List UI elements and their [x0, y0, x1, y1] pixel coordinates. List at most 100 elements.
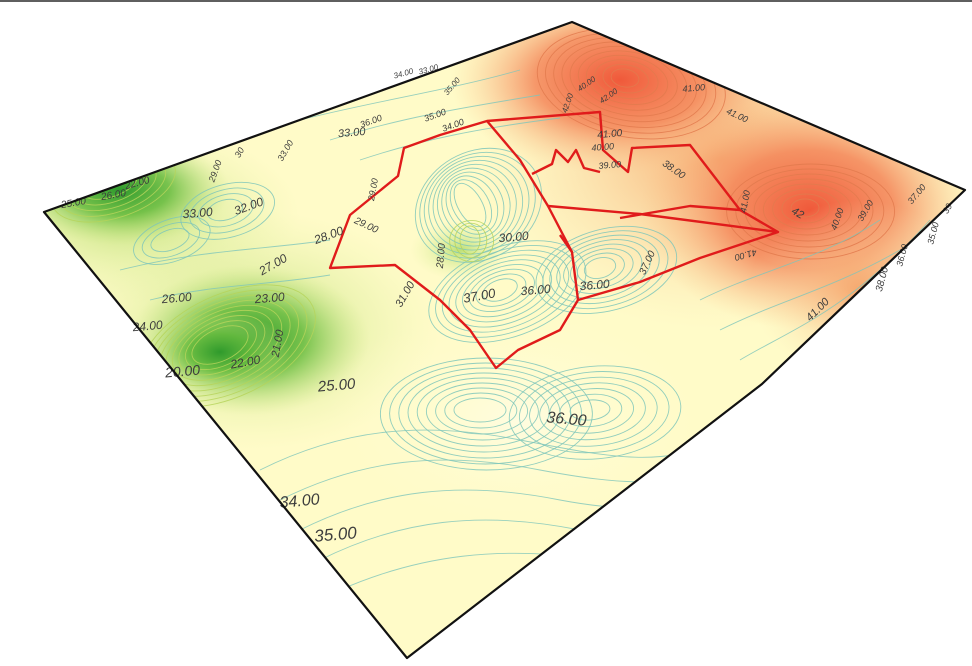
contour-line [518, 371, 670, 454]
contour-line [432, 163, 517, 247]
contour-line [735, 168, 885, 254]
contour-line [559, 393, 623, 428]
contour-label: 35.00 [314, 523, 359, 546]
contour-line [482, 278, 518, 302]
boundary-divider-2 [531, 148, 601, 176]
contour-line [459, 225, 481, 255]
contour-line [508, 365, 682, 460]
contour-line [539, 382, 646, 441]
top-border-line [0, 0, 972, 2]
contour-label: 34.00 [393, 67, 415, 81]
contour-line [425, 382, 539, 441]
contour-line [556, 239, 651, 299]
contour-label: 30.00 [498, 229, 529, 246]
contour-line [772, 188, 842, 230]
contour-label: 22.00 [228, 353, 261, 372]
contour-line [416, 377, 550, 447]
contour-label: 36.00 [579, 277, 610, 294]
boundary-outline [328, 110, 780, 370]
contour-line [453, 397, 507, 423]
contour-line [178, 315, 266, 376]
contour-line [790, 198, 820, 218]
contour-line [389, 362, 583, 465]
contour-line [549, 234, 660, 304]
contour-label: 25.00 [316, 375, 357, 395]
contour-line [454, 222, 488, 259]
contour-line [577, 50, 678, 111]
contour-label: 21.00 [270, 328, 287, 359]
contour-label: 20.00 [163, 362, 201, 381]
contour-line [437, 167, 511, 243]
contour-line [171, 309, 274, 381]
contour-line [542, 230, 669, 309]
survey-boundary [328, 110, 780, 370]
boundary-divider-4 [619, 204, 741, 220]
contour-line [441, 249, 570, 333]
contour-label: 40.00 [591, 141, 614, 153]
contour-label: 42 [789, 205, 806, 222]
contour-line [150, 227, 190, 253]
contour-line [441, 171, 505, 239]
contour-line [529, 376, 658, 447]
contour-label: 33.00 [338, 126, 367, 140]
contour-line [444, 392, 518, 429]
contour-line [699, 219, 881, 301]
contour-label: 41.00 [597, 128, 623, 141]
contour-line [329, 94, 541, 141]
contour-label: 28.00 [435, 242, 448, 269]
contour-line [184, 320, 257, 371]
contour-line [468, 268, 535, 312]
contour-line [549, 388, 635, 434]
contour-line [569, 399, 611, 421]
contour-line [570, 248, 634, 289]
contour-line [423, 155, 530, 255]
contour-line [191, 325, 249, 365]
contour-line [762, 183, 852, 236]
contour-line [435, 244, 578, 338]
contour-label: 36.00 [546, 409, 587, 429]
contour-line [744, 173, 874, 248]
contour-line [449, 219, 495, 263]
color-shading [44, 22, 965, 540]
contour-label: 26.00 [99, 188, 127, 203]
contour-line [726, 163, 896, 260]
contour-line [610, 68, 640, 88]
contour-label: 41.00 [738, 190, 752, 214]
contour-line [133, 215, 211, 265]
contour-line [449, 179, 493, 231]
contour-label: 41.00 [682, 82, 705, 94]
contour-line [753, 178, 863, 242]
contour-line [583, 257, 617, 279]
contour-label: 34.00 [279, 491, 320, 511]
contour-line [594, 59, 659, 100]
contour-label: 37.00 [462, 285, 497, 306]
contour-line [379, 357, 593, 471]
contour-line [189, 187, 265, 234]
contour-line [206, 198, 244, 222]
contour-label: 39 [941, 202, 955, 216]
contour-line [180, 181, 276, 240]
contour-label: 39.00 [598, 159, 621, 171]
contour-line [475, 273, 527, 307]
contour-lines [51, 27, 931, 591]
contour-line [149, 274, 331, 301]
contour-line [453, 182, 487, 228]
contour-line [719, 249, 901, 331]
contour-line [535, 225, 678, 314]
contour-line [781, 193, 831, 224]
contour-line [359, 117, 561, 161]
contour-line [299, 69, 521, 121]
contour-label: 26.00 [160, 290, 192, 307]
contour-label: 30 [233, 146, 247, 160]
contour-line [586, 54, 669, 105]
contour-label: 33.00 [182, 205, 213, 222]
contour-line [428, 159, 524, 251]
surface-frame [42, 20, 967, 660]
contour-line [462, 264, 544, 318]
contour-label: 29.00 [366, 178, 380, 203]
contour-label: 23.00 [253, 290, 285, 307]
contour-line [576, 252, 625, 284]
contour-line [602, 63, 649, 94]
